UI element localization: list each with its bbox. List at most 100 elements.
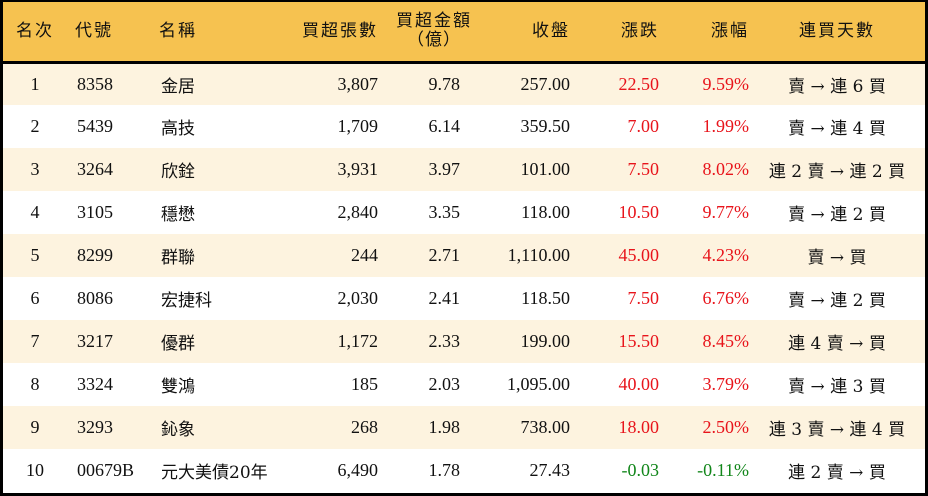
cell-net-buy-amount: 2.33	[428, 331, 461, 351]
cell-change: 7.50	[627, 288, 660, 308]
cell-name: 鈊象	[161, 420, 195, 440]
cell-name: 優群	[161, 334, 195, 354]
cell-close: 101.00	[520, 159, 571, 179]
cell-code: 3324	[77, 374, 113, 394]
cell-rank: 6	[30, 288, 40, 308]
cell-net-buy-lots: 6,490	[337, 460, 379, 480]
cell-close: 118.00	[521, 202, 570, 222]
cell-code: 3264	[77, 159, 113, 179]
cell-rank: 1	[30, 73, 40, 94]
header-change-pct: 漲幅	[711, 20, 749, 41]
cell-close: 1,095.00	[507, 374, 570, 394]
cell-net-buy-lots: 2,030	[337, 288, 379, 308]
cell-net-buy-amount: 2.71	[428, 245, 461, 265]
cell-change-pct: 8.45%	[702, 331, 750, 351]
cell-name: 雙鴻	[161, 377, 195, 397]
table-row: 3 3264 欣銓 3,931 3.97 101.00 7.50 8.02% 連…	[3, 148, 925, 191]
cell-net-buy-lots: 268	[351, 417, 378, 437]
header-close: 收盤	[532, 20, 570, 41]
header-rank: 名次	[16, 20, 54, 41]
cell-code: 3105	[77, 202, 113, 222]
cell-consecutive-days: 連 4 賣 → 買	[788, 334, 886, 354]
cell-rank: 10	[26, 460, 44, 480]
cell-change: 22.50	[618, 73, 660, 94]
cell-code: 3217	[77, 331, 113, 351]
cell-name: 元大美債20年	[161, 463, 268, 483]
cell-consecutive-days: 賣 → 連 4 買	[788, 119, 886, 139]
header-net-buy-amount-line2: （億）	[407, 30, 461, 51]
cell-consecutive-days: 賣 → 連 2 買	[788, 205, 886, 225]
cell-change-pct: 3.79%	[702, 374, 750, 394]
cell-change-pct: -0.11%	[697, 460, 749, 480]
cell-change-pct: 1.99%	[702, 116, 750, 136]
cell-close: 738.00	[520, 417, 571, 437]
net-buy-ranking-table: 名次 代號 名稱 買超張數 買超金額 （億） 收盤 漲跌 漲幅 連買天數 1 8…	[3, 2, 925, 492]
cell-code: 3293	[77, 417, 113, 437]
cell-consecutive-days: 賣 → 連 6 買	[788, 76, 886, 97]
header-net-buy-amount-line1: 買超金額	[396, 11, 472, 32]
cell-change-pct: 4.23%	[702, 245, 750, 265]
cell-net-buy-lots: 185	[351, 374, 378, 394]
cell-net-buy-amount: 1.78	[428, 460, 461, 480]
cell-rank: 4	[30, 202, 40, 222]
cell-code: 8358	[77, 73, 113, 94]
cell-close: 27.43	[529, 460, 571, 480]
cell-change: 18.00	[618, 417, 660, 437]
table-row: 6 8086 宏捷科 2,030 2.41 118.50 7.50 6.76% …	[3, 277, 925, 320]
cell-change: 7.50	[627, 159, 660, 179]
header-consecutive-days: 連買天數	[799, 20, 875, 41]
cell-net-buy-amount: 2.03	[428, 374, 461, 394]
cell-close: 257.00	[520, 73, 571, 94]
cell-consecutive-days: 賣 → 買	[807, 248, 867, 268]
cell-change: 40.00	[618, 374, 660, 394]
header-net-buy-amount: 買超金額 （億）	[378, 2, 478, 62]
table-row: 2 5439 高技 1,709 6.14 359.50 7.00 1.99% 賣…	[3, 105, 925, 148]
cell-net-buy-lots: 1,709	[337, 116, 379, 136]
cell-rank: 5	[30, 245, 40, 265]
cell-change-pct: 6.76%	[702, 288, 750, 308]
cell-consecutive-days: 連 2 賣 → 連 2 買	[768, 162, 906, 182]
cell-close: 199.00	[520, 331, 571, 351]
cell-name: 金居	[161, 76, 195, 97]
cell-close: 118.50	[521, 288, 570, 308]
cell-net-buy-amount: 1.98	[428, 417, 461, 437]
table-row: 10 00679B 元大美債20年 6,490 1.78 27.43 -0.03…	[3, 449, 925, 492]
header-change: 漲跌	[621, 20, 659, 41]
cell-change: 45.00	[618, 245, 660, 265]
cell-net-buy-lots: 3,807	[337, 73, 379, 94]
cell-net-buy-amount: 2.41	[428, 288, 461, 308]
table-header: 名次 代號 名稱 買超張數 買超金額 （億） 收盤 漲跌 漲幅 連買天數	[3, 2, 925, 62]
cell-net-buy-amount: 3.97	[428, 159, 461, 179]
cell-change-pct: 9.59%	[702, 73, 750, 94]
table-body: 1 8358 金居 3,807 9.78 257.00 22.50 9.59% …	[3, 62, 925, 492]
cell-name: 宏捷科	[161, 291, 212, 311]
cell-rank: 2	[30, 116, 40, 136]
table-row: 1 8358 金居 3,807 9.78 257.00 22.50 9.59% …	[3, 62, 925, 105]
cell-net-buy-lots: 1,172	[337, 331, 379, 351]
cell-rank: 9	[30, 417, 40, 437]
cell-change: 15.50	[618, 331, 660, 351]
cell-change: 10.50	[618, 202, 660, 222]
cell-code: 8086	[77, 288, 113, 308]
cell-code: 8299	[77, 245, 113, 265]
header-code: 代號	[75, 20, 113, 41]
cell-net-buy-amount: 6.14	[428, 116, 461, 136]
cell-net-buy-amount: 9.78	[428, 73, 461, 94]
table-row: 4 3105 穩懋 2,840 3.35 118.00 10.50 9.77% …	[3, 191, 925, 234]
table-row: 5 8299 群聯 244 2.71 1,110.00 45.00 4.23% …	[3, 234, 925, 277]
cell-change-pct: 8.02%	[702, 159, 750, 179]
table-row: 7 3217 優群 1,172 2.33 199.00 15.50 8.45% …	[3, 320, 925, 363]
cell-change-pct: 9.77%	[702, 202, 750, 222]
cell-name: 穩懋	[161, 205, 195, 225]
cell-code: 00679B	[77, 460, 135, 480]
cell-name: 高技	[161, 119, 195, 139]
cell-change-pct: 2.50%	[702, 417, 750, 437]
cell-close: 359.50	[520, 116, 571, 136]
cell-rank: 3	[30, 159, 40, 179]
header-net-buy-lots: 買超張數	[302, 20, 378, 41]
cell-net-buy-lots: 2,840	[337, 202, 379, 222]
cell-net-buy-amount: 3.35	[428, 202, 461, 222]
cell-close: 1,110.00	[507, 245, 570, 265]
header-row: 名次 代號 名稱 買超張數 買超金額 （億） 收盤 漲跌 漲幅 連買天數	[3, 2, 925, 62]
